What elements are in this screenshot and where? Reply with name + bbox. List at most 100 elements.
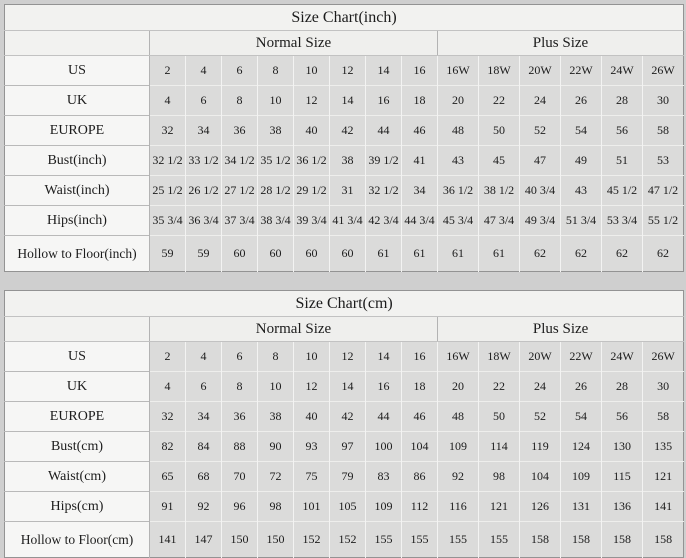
size-chart-table-cm: Size Chart(cm) Normal Size Plus Size US 2… [4, 290, 685, 558]
size-value-cell: 53 3/4 [601, 205, 643, 236]
row-label: UK [4, 85, 150, 116]
size-value-cell: 155 [365, 521, 402, 558]
table-title: Size Chart(cm) [4, 290, 684, 317]
size-value-cell: 60 [257, 235, 294, 272]
size-value-cell: 158 [601, 521, 643, 558]
size-value-cell: 90 [257, 431, 294, 462]
size-value-cell: 82 [149, 431, 186, 462]
size-value-cell: 52 [519, 401, 561, 432]
table-row: EUROPE 32 34 36 38 40 42 44 46 48 50 52 54 56 58 [4, 115, 684, 146]
size-value-cell: 84 [185, 431, 222, 462]
table-row: Hips(inch) 35 3/4 36 3/4 37 3/4 38 3/4 39 3/4… [4, 205, 684, 236]
size-value-cell: 16 [401, 55, 438, 86]
table-row: Hips(cm) 91 92 96 98 101 105 109 112 116 121 126 131… [4, 491, 684, 522]
size-value-cell: 104 [519, 461, 561, 492]
size-value-cell: 42 [329, 401, 366, 432]
size-value-cell: 130 [601, 431, 643, 462]
size-value-cell: 49 [560, 145, 602, 176]
size-value-cell: 92 [437, 461, 479, 492]
group-header-plus-size: Plus Size [436, 30, 684, 56]
size-value-cell: 104 [401, 431, 438, 462]
size-value-cell: 59 [185, 235, 222, 272]
table-row: EUROPE 32 34 36 38 40 42 44 46 48 50 52 54 56 58 [4, 401, 684, 432]
size-value-cell: 51 3/4 [560, 205, 602, 236]
size-value-cell: 115 [601, 461, 643, 492]
size-value-cell: 8 [221, 85, 258, 116]
size-value-cell: 34 [185, 401, 222, 432]
size-value-cell: 16 [401, 341, 438, 372]
group-header-normal-size: Normal Size [149, 316, 438, 342]
row-label: Hollow to Floor(inch) [4, 235, 150, 272]
row-label: US [4, 341, 150, 372]
row-label: Bust(inch) [4, 145, 150, 176]
size-value-cell: 42 [329, 115, 366, 146]
table-title: Size Chart(inch) [4, 4, 684, 31]
row-label: Bust(cm) [4, 431, 150, 462]
size-value-cell: 16W [437, 55, 479, 86]
size-value-cell: 101 [293, 491, 330, 522]
size-value-cell: 60 [221, 235, 258, 272]
table-row: Waist(cm) 65 68 70 72 75 79 83 86 92 98 104 109 115 12… [4, 461, 684, 492]
size-value-cell: 20W [519, 55, 561, 86]
size-value-cell: 18 [401, 371, 438, 402]
size-value-cell: 109 [365, 491, 402, 522]
size-value-cell: 121 [641, 461, 684, 492]
size-value-cell: 116 [437, 491, 479, 522]
size-value-cell: 32 [149, 401, 186, 432]
size-value-cell: 29 1/2 [293, 175, 330, 206]
size-value-cell: 22W [560, 341, 602, 372]
size-value-cell: 16 [365, 371, 402, 402]
size-value-cell: 56 [601, 401, 643, 432]
size-value-cell: 45 3/4 [437, 205, 479, 236]
table-row: Waist(inch) 25 1/2 26 1/2 27 1/2 28 1/2 29 1/… [4, 175, 684, 206]
size-value-cell: 10 [257, 85, 294, 116]
size-value-cell: 61 [437, 235, 479, 272]
size-value-cell: 39 1/2 [365, 145, 402, 176]
size-value-cell: 58 [641, 401, 684, 432]
size-value-cell: 20W [519, 341, 561, 372]
size-value-cell: 22 [478, 371, 520, 402]
size-value-cell: 114 [478, 431, 520, 462]
size-value-cell: 50 [478, 115, 520, 146]
size-value-cell: 32 1/2 [365, 175, 402, 206]
table-row: UK 4 6 8 10 12 14 16 18 20 22 24 26 28 30 [4, 371, 684, 402]
size-value-cell: 26 [560, 85, 602, 116]
size-value-cell: 92 [185, 491, 222, 522]
size-value-cell: 14 [365, 55, 402, 86]
row-label: EUROPE [4, 115, 150, 146]
size-value-cell: 60 [293, 235, 330, 272]
size-value-cell: 12 [329, 55, 366, 86]
size-value-cell: 56 [601, 115, 643, 146]
size-value-cell: 91 [149, 491, 186, 522]
row-label: Hips(inch) [4, 205, 150, 236]
row-label: UK [4, 371, 150, 402]
size-value-cell: 35 3/4 [149, 205, 186, 236]
size-value-cell: 65 [149, 461, 186, 492]
table-title-row: Size Chart(cm) [4, 290, 684, 317]
size-value-cell: 62 [519, 235, 561, 272]
size-value-cell: 79 [329, 461, 366, 492]
size-value-cell: 62 [641, 235, 684, 272]
size-value-cell: 44 [365, 401, 402, 432]
size-value-cell: 32 [149, 115, 186, 146]
size-value-cell: 49 3/4 [519, 205, 561, 236]
size-value-cell: 155 [437, 521, 479, 558]
table-row: US 2 4 6 8 10 12 14 16 16W 18W 20W 22W 24W 26W [4, 341, 684, 372]
size-value-cell: 10 [293, 55, 330, 86]
size-value-cell: 47 [519, 145, 561, 176]
table-body: US 2 4 6 8 10 12 14 16 16W 18W 20W 22W 24W 26W UK 4 6 8 10 1… [4, 341, 684, 558]
size-value-cell: 88 [221, 431, 258, 462]
size-value-cell: 93 [293, 431, 330, 462]
size-value-cell: 135 [641, 431, 684, 462]
size-value-cell: 32 1/2 [149, 145, 186, 176]
size-value-cell: 38 3/4 [257, 205, 294, 236]
size-value-cell: 147 [185, 521, 222, 558]
size-value-cell: 14 [365, 341, 402, 372]
size-value-cell: 24W [601, 341, 643, 372]
size-value-cell: 59 [149, 235, 186, 272]
size-value-cell: 52 [519, 115, 561, 146]
size-value-cell: 152 [293, 521, 330, 558]
size-value-cell: 36 3/4 [185, 205, 222, 236]
size-value-cell: 24W [601, 55, 643, 86]
size-value-cell: 97 [329, 431, 366, 462]
